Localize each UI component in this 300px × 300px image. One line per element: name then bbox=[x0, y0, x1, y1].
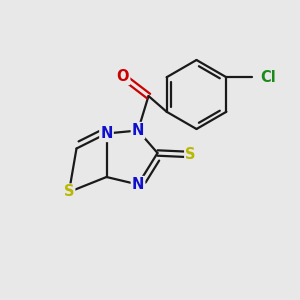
Text: N: N bbox=[132, 123, 144, 138]
Text: S: S bbox=[64, 184, 74, 200]
Text: N: N bbox=[132, 177, 144, 192]
Text: N: N bbox=[100, 126, 113, 141]
Text: S: S bbox=[185, 147, 196, 162]
Text: O: O bbox=[117, 69, 129, 84]
Text: Cl: Cl bbox=[260, 70, 276, 85]
